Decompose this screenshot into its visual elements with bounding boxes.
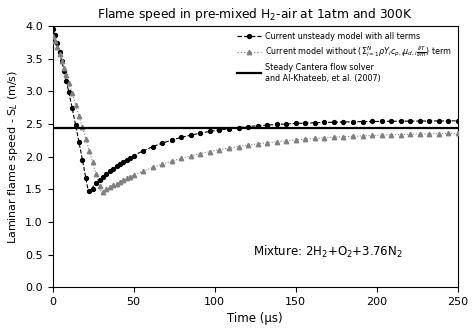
Title: Flame speed in pre-mixed H$_2$-air at 1atm and 300K: Flame speed in pre-mixed H$_2$-air at 1a…: [97, 6, 413, 23]
Text: Mixture: 2H$_2$+O$_2$+3.76N$_2$: Mixture: 2H$_2$+O$_2$+3.76N$_2$: [254, 244, 403, 260]
Legend: Current unsteady model with all terms, Current model without ($\Sigma_{i=1}^{N}\: Current unsteady model with all terms, C…: [236, 30, 454, 84]
Y-axis label: Laminar flame speed - S$_L$ (m/s): Laminar flame speed - S$_L$ (m/s): [6, 70, 19, 244]
X-axis label: Time (μs): Time (μs): [228, 312, 283, 325]
